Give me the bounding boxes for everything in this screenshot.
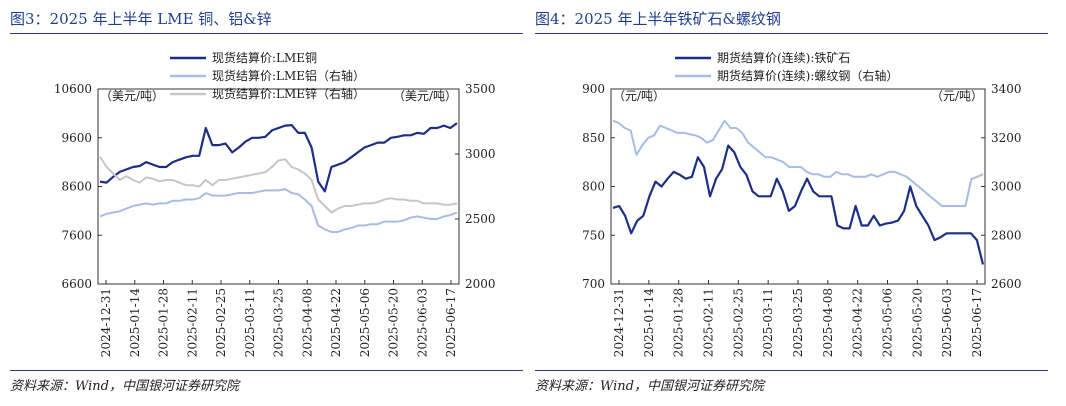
right-axis-tick-label: 3500 xyxy=(465,82,496,96)
legend-label: 现货结算价:LME锌（右轴） xyxy=(212,86,365,101)
left-axis-tick-label: 850 xyxy=(582,131,605,145)
right-axis-tick-label: 2600 xyxy=(991,277,1022,291)
x-axis-tick-label: 2025-04-22 xyxy=(851,288,865,357)
x-axis-tick-label: 2025-01-28 xyxy=(672,288,686,357)
title-rule xyxy=(10,33,523,34)
footer-rule xyxy=(10,370,523,371)
chart-title: 图3：2025 年上半年 LME 铜、铝&锌 xyxy=(10,10,272,28)
left-axis-tick-label: 900 xyxy=(582,82,605,96)
left-axis-tick-label: 8600 xyxy=(61,180,92,194)
source-note: 资料来源：Wind，中国银河证券研究院 xyxy=(10,379,239,394)
left-axis-tick-label: 7600 xyxy=(61,228,92,242)
right-axis-tick-label: 3000 xyxy=(465,147,496,161)
x-axis-tick-label: 2025-01-14 xyxy=(128,288,142,358)
x-axis-tick-label: 2025-05-20 xyxy=(910,288,924,357)
x-axis-tick-label: 2025-04-08 xyxy=(821,288,835,357)
right-axis-tick-label: 3000 xyxy=(991,180,1022,194)
x-axis-tick-label: 2025-04-08 xyxy=(300,288,314,357)
series-line-1 xyxy=(612,144,985,265)
chart-panel-left: 图3：2025 年上半年 LME 铜、铝&锌 6600 7600 8600 9600 1… xyxy=(10,0,533,406)
left-axis-unit: （美元/吨） xyxy=(100,89,164,103)
legend-label: 期货结算价(连续):螺纹钢（右轴） xyxy=(717,68,898,83)
source-note: 资料来源：Wind，中国银河证券研究院 xyxy=(535,379,764,394)
x-axis-tick-label: 2025-06-03 xyxy=(940,288,954,357)
x-axis-tick-label: 2025-05-06 xyxy=(358,288,372,357)
right-axis-tick-label: 3200 xyxy=(991,131,1022,145)
chart-panel-right: 图4：2025 年上半年铁矿石&螺纹钢 700 750 800 850 900 2600 2… xyxy=(535,0,1058,406)
x-axis-tick-label: 2025-03-11 xyxy=(243,288,257,357)
x-axis-tick-label: 2025-02-11 xyxy=(702,288,716,357)
left-axis-tick-label: 6600 xyxy=(61,277,92,291)
title-rule xyxy=(535,33,1048,34)
x-axis-tick-label: 2025-01-28 xyxy=(157,288,171,357)
right-axis-tick-label: 3400 xyxy=(991,82,1022,96)
legend-label: 现货结算价:LME铝（右轴） xyxy=(212,68,365,83)
footer-rule xyxy=(535,370,1048,371)
left-axis-unit: （元/吨） xyxy=(613,89,665,103)
x-axis-tick-label: 2025-01-14 xyxy=(642,288,656,358)
x-axis-tick-label: 2025-02-11 xyxy=(185,288,199,357)
x-axis-tick-label: 2025-04-22 xyxy=(329,288,343,357)
series-line-1 xyxy=(99,122,458,193)
plot-frame xyxy=(97,88,460,285)
right-axis-tick-label: 2000 xyxy=(465,277,496,291)
left-axis-tick-label: 700 xyxy=(582,277,605,291)
x-axis-tick-label: 2025-06-17 xyxy=(444,288,458,357)
x-axis-tick-label: 2025-02-25 xyxy=(731,288,745,357)
chart-title: 图4：2025 年上半年铁矿石&螺纹钢 xyxy=(535,10,781,28)
x-axis-tick-label: 2025-05-06 xyxy=(881,288,895,357)
right-axis-unit: （元/吨） xyxy=(931,89,983,103)
x-axis-tick-label: 2025-03-11 xyxy=(761,288,775,357)
legend-label: 现货结算价:LME铜 xyxy=(212,50,317,65)
right-axis-unit: （美元/吨） xyxy=(393,89,457,103)
plot-frame xyxy=(610,88,986,285)
chart-canvas-left: 6600 7600 8600 9600 10600 2000 2500 3000 3500 （美元… xyxy=(54,50,496,358)
series-line-2 xyxy=(99,188,458,233)
x-axis-tick-label: 2025-03-25 xyxy=(791,288,805,357)
x-axis-tick-label: 2025-02-25 xyxy=(214,288,228,357)
x-axis-tick-label: 2025-06-17 xyxy=(970,288,984,357)
x-axis-tick-label: 2024-12-31 xyxy=(99,288,113,357)
series-line-2 xyxy=(612,119,984,207)
x-axis-tick-label: 2025-03-25 xyxy=(272,288,286,357)
right-axis-tick-label: 2500 xyxy=(465,212,496,226)
chart-canvas-right: 700 750 800 850 900 2600 2800 3000 3200 3400 （元/吨）… xyxy=(582,50,1022,358)
x-axis-tick-label: 2024-12-31 xyxy=(612,288,626,357)
legend-label: 期货结算价(连续):铁矿石 xyxy=(717,50,850,65)
x-axis-tick-label: 2025-06-03 xyxy=(415,288,429,357)
left-axis-tick-label: 750 xyxy=(582,228,605,242)
right-axis-tick-label: 2800 xyxy=(991,228,1022,242)
x-axis-tick-label: 2025-05-20 xyxy=(387,288,401,357)
series-line-3 xyxy=(99,156,458,214)
left-axis-tick-label: 9600 xyxy=(61,131,92,145)
left-axis-tick-label: 800 xyxy=(582,180,605,194)
left-axis-tick-label: 10600 xyxy=(54,82,92,96)
